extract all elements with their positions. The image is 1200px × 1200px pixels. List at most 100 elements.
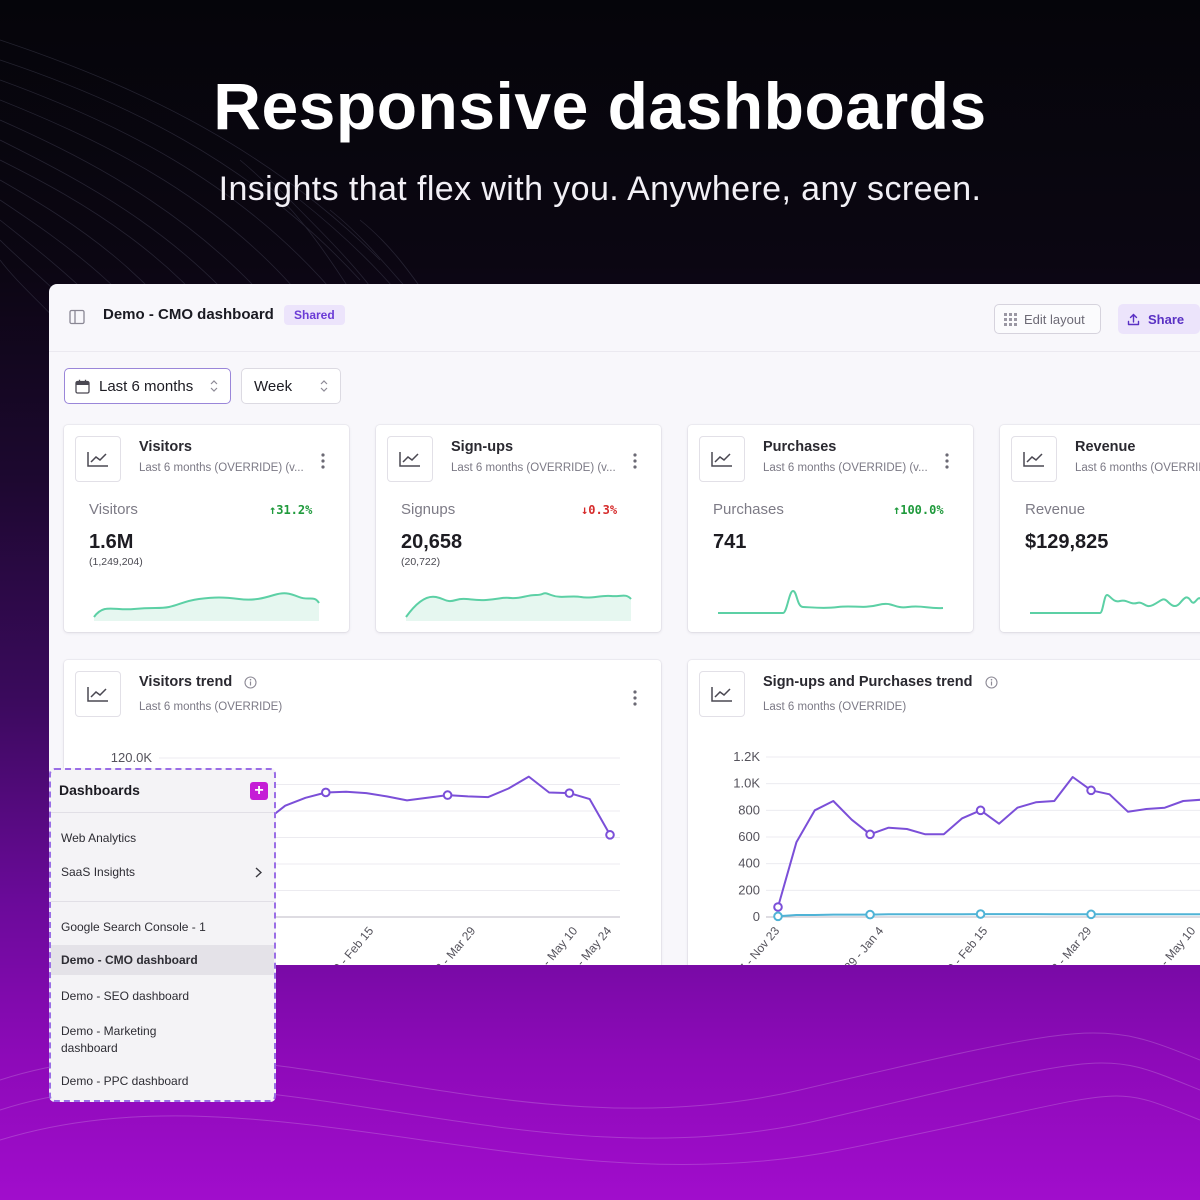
date-range-value: Last 6 months (99, 377, 194, 395)
sidebar-toggle-icon[interactable] (69, 309, 85, 325)
calendar-icon (75, 379, 90, 394)
trend-title: Sign-ups and Purchases trend (763, 674, 973, 690)
line-chart-icon (699, 671, 745, 717)
sparkline (405, 592, 632, 621)
card-title: Revenue (1075, 439, 1136, 455)
metric-label: Revenue (1025, 501, 1086, 518)
more-options-icon[interactable] (321, 453, 325, 469)
card-subtitle: Last 6 months (OVERRIDE) (v... (451, 462, 616, 474)
metric-value: 1.6M (89, 531, 134, 553)
chevron-updown-icon (210, 380, 218, 392)
dashboard-item-ppc[interactable]: Demo - PPC dashboard (61, 1074, 189, 1088)
data-point (442, 790, 453, 800)
hero-subtitle: Insights that flex with you. Anywhere, a… (218, 170, 982, 208)
card-title: Purchases (763, 439, 837, 455)
more-options-icon[interactable] (633, 453, 637, 469)
metric-previous: (1,249,204) (89, 556, 143, 568)
y-tick-label: 0 (753, 909, 760, 924)
data-point (975, 909, 986, 919)
info-icon[interactable] (984, 676, 998, 689)
metric-value: 20,658 (401, 531, 463, 553)
line-chart-icon (75, 671, 121, 717)
data-point (321, 787, 331, 798)
share-button[interactable]: Share (1118, 304, 1200, 334)
kpi-card-signups[interactable]: Sign-ups Last 6 months (OVERRIDE) (v... … (376, 425, 661, 632)
edit-layout-label: Edit layout (1024, 311, 1085, 327)
trend-card-signups-purchases[interactable]: Sign-ups and Purchases trend Last 6 mont… (688, 660, 1200, 965)
data-point (975, 805, 986, 816)
dashboard-title: Demo - CMO dashboard (103, 306, 274, 323)
divider (51, 901, 274, 902)
granularity-select[interactable]: Week (241, 368, 341, 404)
dashboard-item-web-analytics[interactable]: Web Analytics (61, 831, 137, 845)
dashboard-item-saas-insights[interactable]: SaaS Insights (51, 865, 274, 879)
data-point (1086, 909, 1096, 920)
trend-title: Visitors trend (139, 674, 233, 690)
chevron-updown-icon (320, 380, 328, 392)
y-tick-label: 400 (738, 856, 760, 871)
y-tick-label: 800 (738, 802, 760, 817)
date-range-select[interactable]: Last 6 months (64, 368, 231, 404)
x-tick-label: 23 - Mar 29 (428, 924, 478, 965)
y-tick-label: 200 (738, 882, 760, 897)
dashboard-item-cmo[interactable]: Demo - CMO dashboard (51, 945, 274, 975)
dashboard-item-google-search-console[interactable]: Google Search Console - 1 (61, 920, 206, 934)
line-chart-icon (1011, 436, 1057, 482)
grid-icon (1004, 312, 1017, 326)
dashboard-item-seo[interactable]: Demo - SEO dashboard (61, 989, 190, 1003)
dashboards-panel-header: Dashboards (59, 782, 140, 798)
chevron-right-icon (255, 867, 262, 878)
upload-icon (1127, 313, 1140, 325)
card-subtitle: Last 6 months (OVERRIDE) (139, 701, 283, 713)
granularity-value: Week (254, 377, 293, 395)
hero-title: Responsive dashboards (213, 69, 987, 143)
x-tick-label: 29 - Jan 4 (841, 924, 886, 965)
metric-value: 741 (713, 531, 747, 553)
info-icon[interactable] (244, 676, 257, 689)
y-tick-label: 120.0K (111, 750, 153, 765)
data-point (605, 830, 615, 840)
delta-badge: ↑100.0% (893, 503, 944, 517)
data-point (564, 788, 575, 798)
shared-badge: Shared (284, 305, 345, 325)
data-point (773, 902, 783, 912)
kpi-card-revenue[interactable]: Revenue Last 6 months (OVERRIDE Revenue … (1000, 425, 1200, 632)
more-options-icon[interactable] (633, 690, 637, 706)
metric-value: $129,825 (1025, 531, 1109, 553)
share-label: Share (1148, 311, 1185, 327)
y-tick-label: 1.2K (733, 749, 760, 764)
metric-previous: (20,722) (401, 556, 441, 568)
metric-label: Purchases (713, 501, 784, 518)
card-subtitle: Last 6 months (OVERRIDE (1075, 462, 1200, 474)
card-subtitle: Last 6 months (OVERRIDE) (763, 701, 907, 713)
divider (51, 812, 274, 813)
sparkline (93, 592, 320, 621)
add-dashboard-button[interactable]: + (250, 782, 268, 800)
line-chart-icon (699, 436, 745, 482)
data-point (865, 829, 875, 840)
x-tick-label: 4 - May 10 (1151, 924, 1198, 965)
more-options-icon[interactable] (945, 453, 949, 469)
sparkline (718, 589, 944, 614)
sparkline (1030, 593, 1200, 614)
dashboard-item-marketing[interactable]: Demo - Marketing dashboard (61, 1024, 157, 1055)
y-tick-label: 600 (738, 829, 760, 844)
series-line (777, 776, 1200, 908)
delta-badge: ↓0.3% (581, 503, 618, 517)
kpi-card-purchases[interactable]: Purchases Last 6 months (OVERRIDE) (v...… (688, 425, 973, 632)
x-tick-label: 9 - Feb 15 (944, 924, 990, 965)
card-title: Visitors trend (139, 674, 257, 690)
x-tick-label: 17 - Nov 23 (732, 924, 783, 965)
dashboard-item-label: SaaS Insights (61, 865, 136, 879)
edit-layout-button[interactable]: Edit layout (994, 304, 1101, 334)
dashboard-header: Demo - CMO dashboard Shared Edit layout … (49, 284, 1200, 352)
metric-label: Visitors (89, 501, 138, 518)
kpi-card-visitors[interactable]: Visitors Last 6 months (OVERRIDE) (v... … (64, 425, 349, 632)
x-tick-label: 23 - Mar 29 (1044, 924, 1094, 965)
data-point (773, 911, 783, 922)
x-tick-label: 9 - Feb 15 (330, 924, 376, 965)
card-subtitle: Last 6 months (OVERRIDE) (v... (763, 462, 928, 474)
dashboard-window: Demo - CMO dashboard Shared Edit layout … (49, 284, 1200, 965)
card-title: Sign-ups (451, 439, 514, 455)
card-title: Sign-ups and Purchases trend (763, 674, 998, 690)
